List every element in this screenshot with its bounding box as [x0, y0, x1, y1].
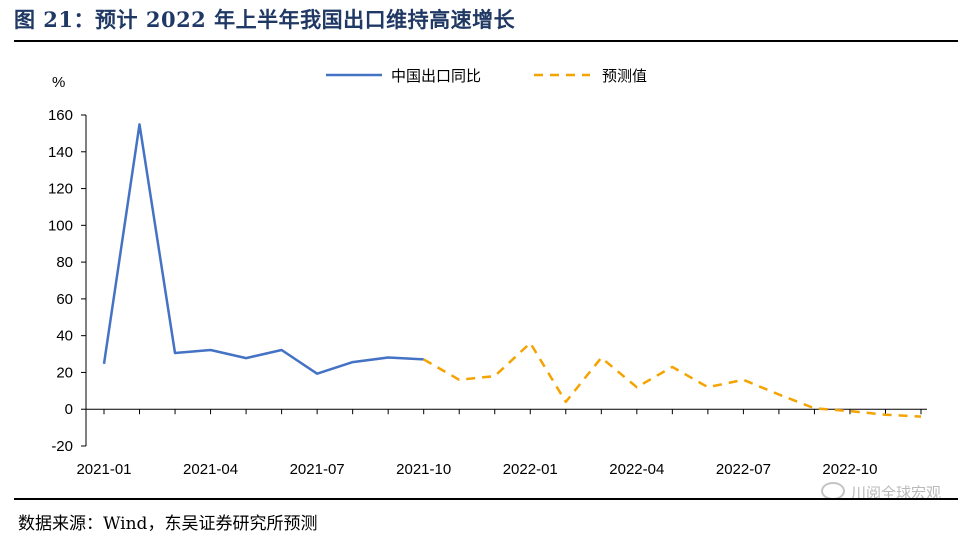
line-chart: 中国出口同比 预测值 % -20 0 20 40 60 80 100 120 140 160 202… — [48, 67, 927, 478]
y-tick-label: 140 — [48, 144, 73, 161]
y-tick-label: 120 — [48, 181, 73, 198]
series-line-export-yoy — [102, 123, 424, 375]
watermark-label: 川阅全球宏观 — [850, 484, 941, 502]
y-tick-label: 100 — [48, 217, 73, 234]
legend-label-export: 中国出口同比 — [391, 67, 481, 85]
y-tick-label: 160 — [48, 107, 73, 124]
y-tick-label: 40 — [56, 328, 73, 345]
axes: -20 0 20 40 60 80 100 120 140 160 2021-01 2021-04 20… — [48, 107, 927, 478]
source-note: 数据来源：Wind，东吴证券研究所预测 — [18, 514, 318, 534]
legend: 中国出口同比 预测值 — [326, 67, 647, 85]
y-tick-label: -20 — [51, 438, 73, 455]
y-tick-label: 80 — [56, 254, 73, 271]
y-axis-unit: % — [52, 74, 65, 91]
bottom-rule — [14, 498, 958, 500]
top-rule — [14, 40, 958, 42]
x-tick-label: 2022-01 — [503, 461, 558, 478]
series-lines — [102, 123, 922, 418]
x-tick-label: 2021-07 — [290, 461, 345, 478]
x-tick-label: 2022-10 — [822, 461, 877, 478]
figure-title: 图 21：预计 2022 年上半年我国出口维持高速增长 — [14, 7, 516, 32]
x-tick-label: 2021-04 — [183, 461, 238, 478]
series-line-forecast — [423, 341, 922, 418]
y-tick-label: 0 — [65, 401, 73, 418]
y-tick-label: 20 — [56, 364, 73, 381]
x-tick-label: 2021-01 — [76, 461, 131, 478]
legend-label-forecast: 预测值 — [602, 67, 647, 85]
y-tick-label: 60 — [56, 291, 73, 308]
x-tick-label: 2022-04 — [609, 461, 664, 478]
x-tick-label: 2021-10 — [396, 461, 451, 478]
x-tick-label: 2022-07 — [716, 461, 771, 478]
